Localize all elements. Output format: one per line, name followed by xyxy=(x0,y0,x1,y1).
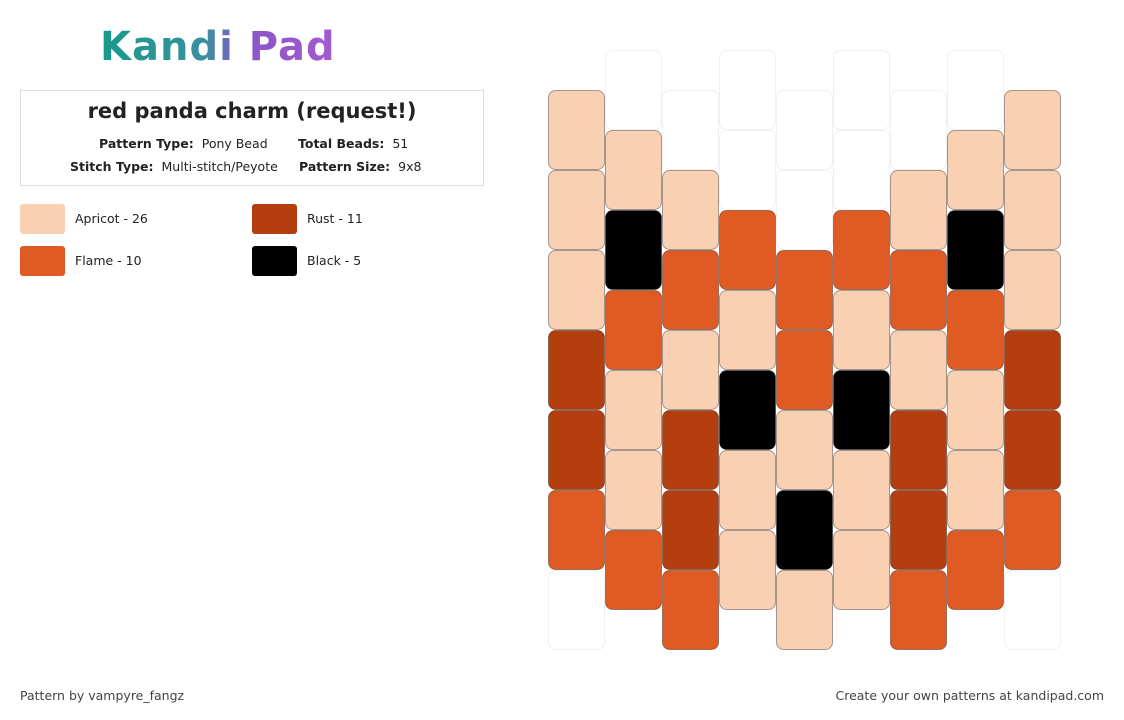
legend-label: Flame - 10 xyxy=(75,253,142,268)
bead xyxy=(833,290,890,370)
bead xyxy=(719,210,776,290)
bead xyxy=(833,450,890,530)
logo[interactable]: Kandi Pad xyxy=(100,24,336,70)
bead xyxy=(662,250,719,330)
field-label: Total Beads: xyxy=(298,136,385,151)
empty-bead xyxy=(548,570,605,650)
legend-label: Apricot - 26 xyxy=(75,211,148,226)
bead xyxy=(662,170,719,250)
bead xyxy=(719,370,776,450)
logo-text[interactable]: Kandi Pad xyxy=(100,24,336,70)
field-value: 51 xyxy=(392,136,409,151)
bead xyxy=(548,330,605,410)
empty-bead xyxy=(719,130,776,210)
bead xyxy=(719,530,776,610)
legend-swatch xyxy=(252,204,297,234)
bead xyxy=(548,410,605,490)
bead xyxy=(605,450,662,530)
bead xyxy=(776,410,833,490)
field-value: Pony Bead xyxy=(201,136,268,151)
credit: Pattern by vampyre_fangz xyxy=(20,688,185,703)
bead xyxy=(947,290,1004,370)
bead xyxy=(662,490,719,570)
field-label: Stitch Type: xyxy=(70,159,154,174)
field-label: Pattern Size: xyxy=(299,159,391,174)
bead xyxy=(776,490,833,570)
bead xyxy=(605,290,662,370)
bead xyxy=(947,530,1004,610)
bead xyxy=(833,370,890,450)
field-label: Pattern Type: xyxy=(99,136,194,151)
bead xyxy=(1004,330,1061,410)
bead xyxy=(890,410,947,490)
empty-bead xyxy=(776,170,833,250)
bead xyxy=(548,490,605,570)
bead xyxy=(947,210,1004,290)
bead xyxy=(1004,90,1061,170)
bead xyxy=(605,130,662,210)
bead xyxy=(719,450,776,530)
bead xyxy=(605,210,662,290)
empty-bead xyxy=(719,50,776,130)
empty-bead xyxy=(662,90,719,170)
bead xyxy=(1004,170,1061,250)
bead xyxy=(833,530,890,610)
legend-swatch xyxy=(20,246,65,276)
field: Pattern Type: Pony Bead xyxy=(99,136,268,151)
bead xyxy=(605,530,662,610)
field-value: Multi-stitch/Peyote xyxy=(161,159,278,174)
bead xyxy=(548,250,605,330)
bead xyxy=(1004,410,1061,490)
bead xyxy=(947,370,1004,450)
bead xyxy=(890,570,947,650)
bead xyxy=(1004,250,1061,330)
bead xyxy=(890,250,947,330)
promo[interactable]: Create your own patterns at kandipad.com xyxy=(835,688,1104,703)
bead xyxy=(662,570,719,650)
bead xyxy=(890,170,947,250)
bead xyxy=(662,330,719,410)
bead xyxy=(548,170,605,250)
empty-bead xyxy=(605,50,662,130)
field: Pattern Size: 9x8 xyxy=(299,159,421,174)
legend-label: Black - 5 xyxy=(307,253,362,268)
bead xyxy=(719,290,776,370)
bead xyxy=(605,370,662,450)
bead xyxy=(776,250,833,330)
field: Total Beads: 51 xyxy=(298,136,408,151)
legend-swatch xyxy=(252,246,297,276)
legend-label: Rust - 11 xyxy=(307,211,363,226)
field: Stitch Type: Multi-stitch/Peyote xyxy=(70,159,278,174)
bead xyxy=(662,410,719,490)
empty-bead xyxy=(776,90,833,170)
pattern-title: red panda charm (request!) xyxy=(87,99,417,123)
empty-bead xyxy=(1004,570,1061,650)
bead xyxy=(776,570,833,650)
bead xyxy=(890,490,947,570)
bead xyxy=(833,210,890,290)
bead xyxy=(947,130,1004,210)
empty-bead xyxy=(947,50,1004,130)
bead xyxy=(776,330,833,410)
field-value: 9x8 xyxy=(398,159,422,174)
legend-swatch xyxy=(20,204,65,234)
empty-bead xyxy=(890,90,947,170)
empty-bead xyxy=(833,50,890,130)
bead xyxy=(1004,490,1061,570)
pattern-info: red panda charm (request!) Pattern Type:… xyxy=(20,90,484,186)
bead xyxy=(890,330,947,410)
bead xyxy=(548,90,605,170)
empty-bead xyxy=(833,130,890,210)
bead xyxy=(947,450,1004,530)
